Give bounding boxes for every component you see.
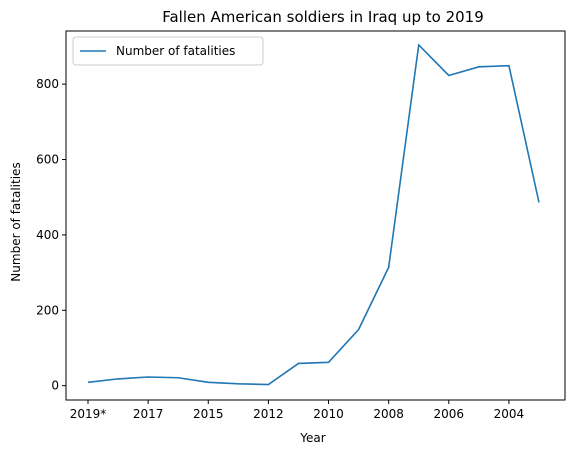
plot-area xyxy=(65,30,566,401)
y-tick-label: 200 xyxy=(36,303,59,317)
x-axis-ticks: 2019* 2017 2015 2012 2010 2008 2006 2004 xyxy=(70,400,524,421)
series-line-number-of-fatalities xyxy=(87,43,540,386)
y-tick-label: 800 xyxy=(36,77,59,91)
chart-title: Fallen American soldiers in Iraq up to 2… xyxy=(162,8,484,26)
legend-box xyxy=(72,36,264,66)
x-tick-label: 2008 xyxy=(373,407,404,421)
x-tick-label: 2015 xyxy=(193,407,224,421)
x-tick-label: 2010 xyxy=(313,407,344,421)
y-tick-label: 400 xyxy=(36,228,59,242)
x-tick-label: 2012 xyxy=(253,407,284,421)
x-tick-label: 2017 xyxy=(133,407,164,421)
series-points xyxy=(88,45,539,385)
x-tick-label: 2019* xyxy=(70,407,107,421)
legend-label: Number of fatalities xyxy=(116,44,235,58)
y-axis-label: Number of fatalities xyxy=(9,162,23,281)
legend: Number of fatalities xyxy=(72,36,264,66)
y-tick-label: 600 xyxy=(36,153,59,167)
x-tick-label: 2004 xyxy=(494,407,525,421)
plot-frame xyxy=(65,30,566,401)
y-axis-ticks: 0 200 400 600 800 xyxy=(36,77,66,393)
x-axis-label: Year xyxy=(299,431,325,445)
x-tick-label: 2006 xyxy=(434,407,465,421)
y-tick-label: 0 xyxy=(51,379,59,393)
